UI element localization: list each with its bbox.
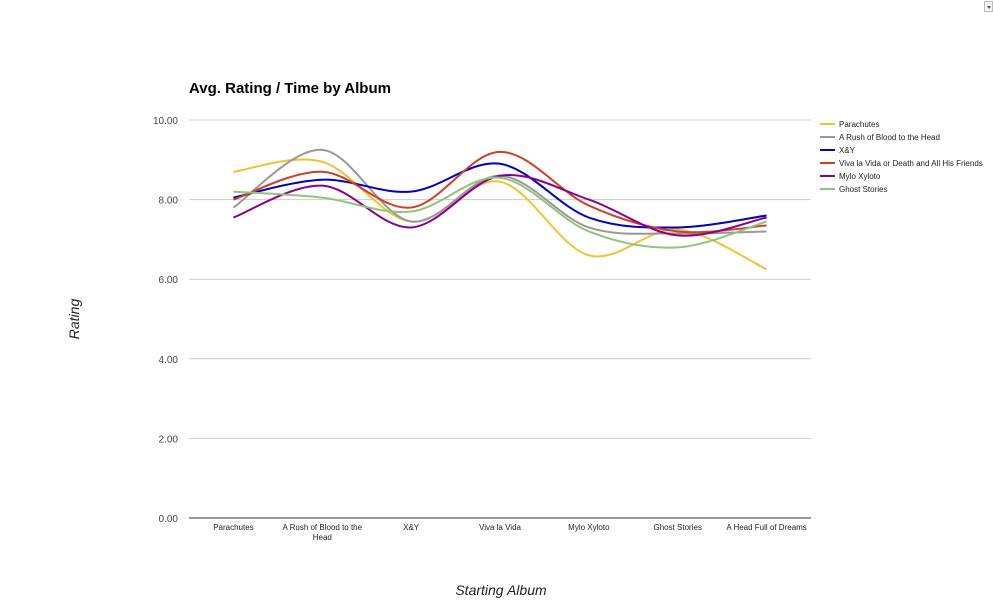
- legend-label: Ghost Stories: [839, 185, 887, 194]
- x-tick-label: Viva la Vida: [479, 523, 522, 532]
- legend-label: Parachutes: [839, 120, 879, 129]
- y-tick-label: 8.00: [159, 196, 179, 207]
- y-tick-label: 2.00: [159, 434, 179, 445]
- series-line-a-rush-of-blood-to-the-head: [232, 148, 767, 235]
- series-line-ghost-stories: [233, 176, 767, 249]
- legend-label: A Rush of Blood to the Head: [839, 133, 940, 142]
- legend-label: Viva la Vida or Death and All His Friend…: [839, 159, 983, 168]
- y-tick-label: 4.00: [159, 355, 179, 366]
- x-axis-title: Starting Album: [455, 582, 547, 598]
- legend: Parachutes A Rush of Blood to the Head X&Y…: [820, 120, 983, 194]
- series-lines: [232, 148, 767, 271]
- chart-title: Avg. Rating / Time by Album: [189, 80, 391, 97]
- x-tick-label: A Rush of Blood to the Head: [282, 523, 362, 542]
- x-tick-label: Mylo Xyloto: [568, 523, 610, 532]
- x-tick-label: Ghost Stories: [653, 523, 701, 532]
- legend-label: X&Y: [839, 146, 856, 155]
- x-tick-label: X&Y: [403, 523, 420, 532]
- series-line-mylo-xyloto: [233, 173, 767, 237]
- gridlines: [189, 119, 811, 519]
- x-axis-ticks: Parachutes A Rush of Blood to the Head X&Y V…: [213, 523, 807, 542]
- y-tick-label: 10.00: [153, 116, 178, 127]
- y-axis-ticks: 0.00 2.00 4.00 6.00 8.00 10.00: [153, 116, 178, 525]
- y-tick-label: 6.00: [159, 275, 179, 286]
- legend-label: Mylo Xyloto: [839, 172, 881, 181]
- y-axis-title: Rating: [66, 299, 82, 340]
- x-tick-label: A Head Full of Dreams: [726, 523, 806, 532]
- series-line-x-y: [233, 162, 767, 229]
- series-line-viva-la-vida-or-death-and-all-his-friends: [233, 150, 767, 234]
- dropdown-arrow-icon[interactable]: [984, 1, 993, 12]
- y-tick-label: 0.00: [159, 514, 179, 525]
- x-tick-label: Parachutes: [213, 523, 253, 532]
- series-line-parachutes: [233, 158, 767, 271]
